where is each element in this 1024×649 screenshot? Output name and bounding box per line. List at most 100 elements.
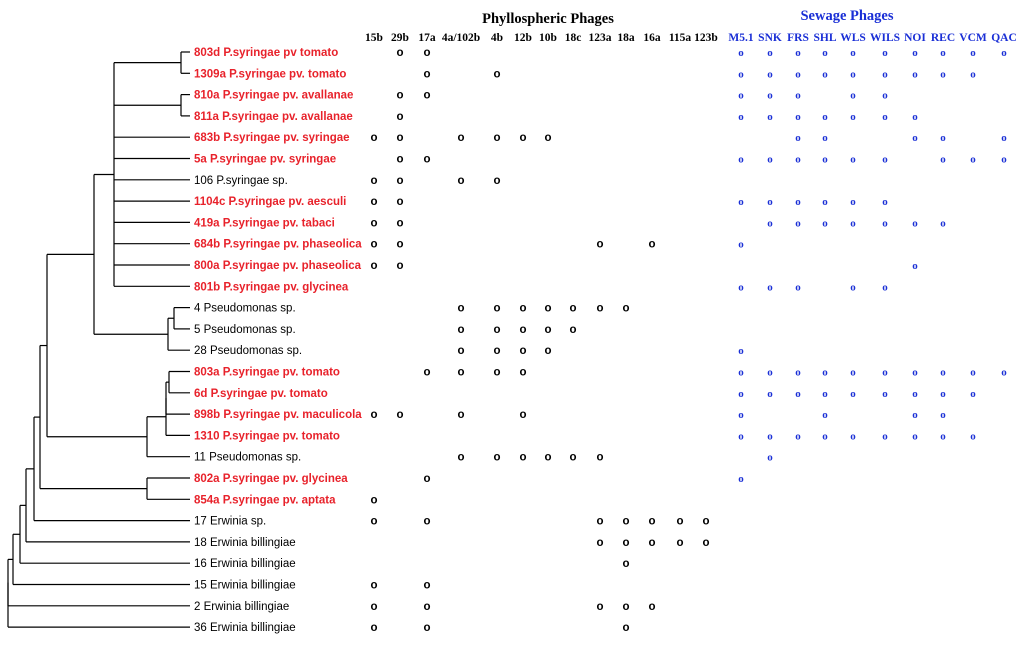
sewage-susceptibility-mark: o [850,388,856,400]
sewage-susceptibility-mark: o [767,196,773,208]
sewage-susceptibility-mark: o [822,111,828,123]
sewage-susceptibility-mark: o [738,47,744,59]
phyllo-susceptibility-mark: o [370,196,377,208]
phyllo-susceptibility-mark: o [544,324,551,336]
sewage-susceptibility-mark: o [795,68,801,80]
sewage-phage-header: REC [931,32,955,44]
phyllo-susceptibility-mark: o [370,622,377,634]
sewage-susceptibility-mark: o [912,68,918,80]
phyllo-phage-header: 17a [418,32,436,44]
phyllo-phage-header: 10b [539,32,557,44]
sewage-susceptibility-mark: o [850,47,856,59]
sewage-susceptibility-mark: o [940,47,946,59]
phyllo-susceptibility-mark: o [493,175,500,187]
sewage-susceptibility-mark: o [822,196,828,208]
phyllo-susceptibility-mark: o [493,367,500,379]
phyllo-susceptibility-mark: o [370,239,377,251]
phyllo-susceptibility-mark: o [493,303,500,315]
sewage-susceptibility-mark: o [912,388,918,400]
phyllo-susceptibility-mark: o [370,580,377,592]
phyllo-susceptibility-mark: o [622,558,629,570]
sewage-susceptibility-mark: o [850,196,856,208]
strain-label: 800a P.syringae pv. phaseolica [194,260,362,272]
sewage-susceptibility-mark: o [970,430,976,442]
sewage-group-title: Sewage Phages [800,8,893,24]
sewage-susceptibility-mark: o [850,68,856,80]
phyllo-susceptibility-mark: o [423,90,430,102]
sewage-susceptibility-mark: o [850,281,856,293]
phyllo-susceptibility-mark: o [676,537,683,549]
sewage-susceptibility-mark: o [970,47,976,59]
sewage-susceptibility-mark: o [822,47,828,59]
sewage-susceptibility-mark: o [795,367,801,379]
strain-label: 684b P.syringae pv. phaseolica [194,239,362,251]
sewage-susceptibility-mark: o [767,217,773,229]
phyllo-susceptibility-mark: o [396,90,403,102]
phyllo-susceptibility-mark: o [519,324,526,336]
phyllo-susceptibility-mark: o [493,345,500,357]
strain-label: 2 Erwinia billingiae [194,601,289,613]
sewage-susceptibility-mark: o [882,68,888,80]
phyllo-susceptibility-mark: o [423,68,430,80]
phyllo-susceptibility-mark: o [569,303,576,315]
phyllo-susceptibility-mark: o [569,452,576,464]
phyllo-susceptibility-mark: o [596,537,603,549]
phyllo-susceptibility-mark: o [622,601,629,613]
phyllospheric-group-title: Phyllospheric Phages [482,11,614,27]
phyllo-susceptibility-mark: o [596,239,603,251]
phyllo-susceptibility-mark: o [544,452,551,464]
sewage-phage-header: M5.1 [728,32,753,44]
sewage-susceptibility-mark: o [822,388,828,400]
sewage-susceptibility-mark: o [882,217,888,229]
strain-label: 16 Erwinia billingiae [194,558,296,570]
sewage-susceptibility-mark: o [767,47,773,59]
phyllo-phage-header: 4a/102b [442,32,480,44]
phyllo-susceptibility-mark: o [370,494,377,506]
sewage-phage-header: NOI [904,32,926,44]
phyllo-phage-header: 18a [617,32,635,44]
phyllo-susceptibility-mark: o [457,324,464,336]
sewage-susceptibility-mark: o [738,281,744,293]
sewage-susceptibility-mark: o [970,388,976,400]
phyllo-phage-header: 4b [491,32,503,44]
phyllo-susceptibility-mark: o [370,409,377,421]
phyllo-susceptibility-mark: o [622,622,629,634]
sewage-susceptibility-mark: o [940,409,946,421]
sewage-susceptibility-mark: o [1001,47,1007,59]
sewage-susceptibility-mark: o [738,68,744,80]
strain-label: 4 Pseudomonas sp. [194,303,296,315]
sewage-susceptibility-mark: o [882,367,888,379]
phyllo-susceptibility-mark: o [544,303,551,315]
strain-label: 419a P.syringae pv. tabaci [194,217,335,229]
sewage-susceptibility-mark: o [738,367,744,379]
sewage-susceptibility-mark: o [767,388,773,400]
strain-label: 803d P.syringae pv tomato [194,47,338,59]
phyllo-susceptibility-mark: o [544,345,551,357]
sewage-susceptibility-mark: o [882,47,888,59]
phyllo-susceptibility-mark: o [676,516,683,528]
sewage-susceptibility-mark: o [912,47,918,59]
phyllo-susceptibility-mark: o [544,132,551,144]
sewage-susceptibility-mark: o [822,217,828,229]
sewage-susceptibility-mark: o [738,409,744,421]
sewage-susceptibility-mark: o [795,132,801,144]
sewage-susceptibility-mark: o [795,154,801,166]
sewage-susceptibility-mark: o [970,367,976,379]
strain-label: 1310 P.syringae pv. tomato [194,430,340,442]
sewage-susceptibility-mark: o [882,430,888,442]
phyllo-susceptibility-mark: o [622,516,629,528]
strain-label: 898b P.syringae pv. maculicola [194,409,362,421]
sewage-susceptibility-mark: o [795,111,801,123]
sewage-susceptibility-mark: o [738,239,744,251]
phyllo-susceptibility-mark: o [493,452,500,464]
sewage-susceptibility-mark: o [940,132,946,144]
phyllo-susceptibility-mark: o [396,239,403,251]
phyllo-susceptibility-mark: o [423,47,430,59]
phyllo-susceptibility-mark: o [596,516,603,528]
phyllo-susceptibility-mark: o [519,409,526,421]
sewage-susceptibility-mark: o [767,367,773,379]
strain-label: 802a P.syringae pv. glycinea [194,473,348,485]
phyllo-susceptibility-mark: o [648,537,655,549]
phyllo-phage-header: 16a [643,32,661,44]
strain-label: 11 Pseudomonas sp. [194,452,301,464]
